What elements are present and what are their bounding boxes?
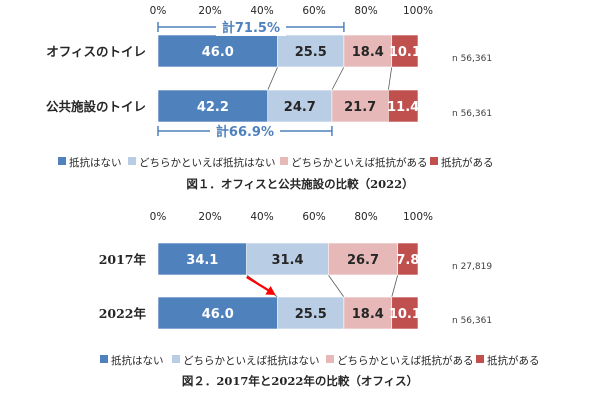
change-arrow-head [265, 286, 276, 295]
value-label: 11.4 [387, 100, 419, 115]
legend-swatch [430, 157, 438, 165]
x-tick-label: 100% [403, 5, 433, 17]
bar-segment [157, 89, 269, 123]
bracket-label-bg [215, 18, 286, 36]
legend-swatch [326, 355, 334, 363]
legend-label: 抵抗はない [111, 354, 164, 367]
value-label: 42.2 [197, 100, 229, 115]
x-tick-label: 40% [250, 211, 273, 223]
category-label: 公共施設のトイレ [46, 99, 146, 114]
total-bracket: 計66.9% [157, 122, 333, 140]
x-tick-label: 80% [354, 5, 377, 17]
legend-label: 抵抗がある [487, 354, 540, 367]
bar-segment [343, 296, 393, 330]
sample-size-label: n 56,361 [452, 54, 492, 64]
sample-size-label: n 56,361 [452, 109, 492, 119]
bar-segment [267, 89, 333, 123]
x-tick-label: 60% [302, 211, 325, 223]
legend-label: どちらかといえば抵抗がある [337, 354, 474, 367]
bar-segment [277, 296, 345, 330]
change-arrow [246, 276, 271, 292]
bracket-label-bg [209, 122, 280, 140]
legend-swatch [58, 157, 66, 165]
x-tick-label: 0% [150, 5, 167, 17]
bar-segment [391, 296, 419, 330]
value-label: 34.1 [186, 253, 218, 268]
series-connector-line [331, 66, 345, 91]
bar-segment [388, 89, 419, 123]
value-label: 46.0 [202, 307, 234, 322]
legend-label: どちらかといえば抵抗はない [139, 156, 276, 169]
bracket-label: 計71.5% [222, 20, 280, 36]
legend-label: どちらかといえば抵抗はない [183, 354, 320, 367]
chart-2017-vs-2022: 0% 20% 40% 60% 80% 100% 2017年 34.1 31.4 26.7 7.8 n … [99, 211, 540, 388]
legend-swatch [280, 157, 288, 165]
sample-size-label: n 27,819 [452, 262, 492, 272]
sample-size-label: n 56,361 [452, 316, 492, 326]
value-label: 18.4 [352, 307, 384, 322]
bracket-label: 計66.9% [216, 124, 274, 140]
chart-title: 図１．オフィスと公共施設の比較（2022） [186, 177, 413, 191]
x-tick-label: 40% [250, 5, 273, 17]
legend-swatch [172, 355, 180, 363]
bar-segment [157, 242, 247, 276]
value-label: 10.1 [389, 307, 421, 322]
value-label: 46.0 [202, 45, 234, 60]
value-label: 25.5 [295, 307, 327, 322]
value-label: 10.1 [389, 45, 421, 60]
bar-segment [157, 34, 278, 68]
series-connector-line [391, 274, 399, 298]
bar-segment [343, 34, 393, 68]
x-tick-label: 20% [198, 211, 221, 223]
value-label: 25.5 [295, 45, 327, 60]
series-connector-line [267, 66, 278, 91]
x-tick-label: 100% [403, 211, 433, 223]
bar-segment [157, 296, 278, 330]
bar-segment [391, 34, 419, 68]
legend-swatch [100, 355, 108, 363]
bar-segment [277, 34, 345, 68]
x-tick-label: 0% [150, 211, 167, 223]
bar-segment [397, 242, 419, 276]
bar-segment [331, 89, 389, 123]
category-label: オフィスのトイレ [46, 44, 146, 59]
legend-label: 抵抗はない [69, 156, 122, 169]
bar-segment [246, 242, 329, 276]
value-label: 21.7 [344, 100, 376, 115]
chart-office-vs-public: 0% 20% 40% 60% 80% 100% オフィスのトイレ 46.0 25.5 18.4 10… [46, 5, 494, 191]
total-bracket: 計71.5% [157, 18, 345, 36]
value-label: 31.4 [271, 253, 303, 268]
value-label: 18.4 [352, 45, 384, 60]
chart-title: 図２．2017年と2022年の比較（オフィス） [182, 374, 418, 388]
legend-swatch [476, 355, 484, 363]
value-label: 24.7 [284, 100, 316, 115]
bar-segment [327, 242, 399, 276]
series-connector-line [387, 66, 393, 91]
x-tick-label: 20% [198, 5, 221, 17]
series-connector-line [327, 274, 345, 298]
legend-label: 抵抗がある [441, 156, 494, 169]
category-label: 2022年 [99, 306, 147, 321]
value-label: 7.8 [396, 253, 419, 268]
value-label: 26.7 [347, 253, 379, 268]
legend-swatch [128, 157, 136, 165]
x-tick-label: 60% [302, 5, 325, 17]
category-label: 2017年 [99, 252, 147, 267]
legend-label: どちらかといえば抵抗がある [291, 156, 428, 169]
x-tick-label: 80% [354, 211, 377, 223]
